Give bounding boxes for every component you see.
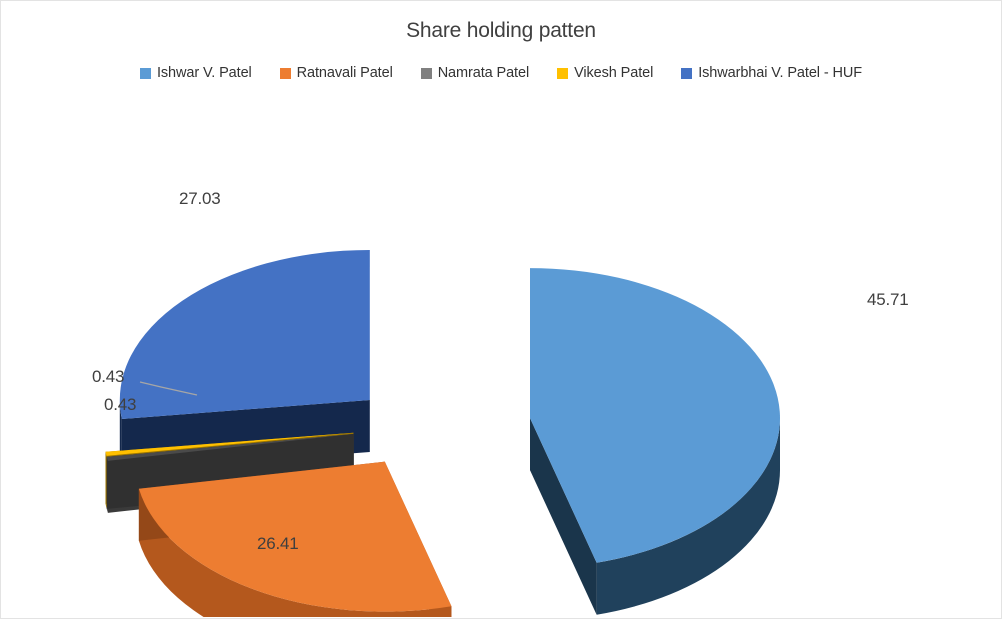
legend-item-label: Ishwarbhai V. Patel - HUF xyxy=(698,65,863,81)
legend-swatch-icon xyxy=(681,67,693,79)
chart-legend: Ishwar V. Patel Ratnavali Patel Namrata … xyxy=(1,65,1001,81)
data-label-namrata: 0.43 xyxy=(104,395,137,414)
pie-slice-vikesh-patel[interactable] xyxy=(105,432,354,456)
legend-swatch-icon xyxy=(139,67,151,79)
legend-item-label: Namrata Patel xyxy=(437,65,530,81)
pie-slice-ishwar-v-patel[interactable] xyxy=(530,268,781,563)
pie-plot-area: 27.03 0.43 0.43 26.41 45.71 xyxy=(1,97,1002,617)
data-label-huf: 27.03 xyxy=(179,189,221,208)
pie-slice-rim xyxy=(596,418,781,615)
legend-swatch-icon xyxy=(420,67,432,79)
legend-item-ratnavali-patel[interactable]: Ratnavali Patel xyxy=(279,65,393,81)
exploded-3d-pie[interactable] xyxy=(1,97,1002,617)
pie-slice-ratnavali-patel[interactable] xyxy=(138,461,452,612)
data-label-leader-line xyxy=(139,381,198,396)
data-label-ratnavali: 26.41 xyxy=(257,534,299,553)
data-label-vikesh: 0.43 xyxy=(92,367,125,386)
legend-item-ishwarbhai-v-patel-huf[interactable]: Ishwarbhai V. Patel - HUF xyxy=(681,65,862,81)
legend-item-namrata-patel[interactable]: Namrata Patel xyxy=(420,65,530,81)
legend-swatch-icon xyxy=(557,67,569,79)
legend-item-label: Vikesh Patel xyxy=(574,65,654,81)
pie-slice-namrata-patel[interactable] xyxy=(106,433,354,461)
pie-slice-rim xyxy=(138,488,452,617)
data-label-ishwar: 45.71 xyxy=(867,290,909,309)
pie-slice-ishwarbhai-v-patel-huf[interactable] xyxy=(119,249,370,420)
pie-slice-tops xyxy=(105,249,781,612)
legend-item-label: Ishwar V. Patel xyxy=(156,65,252,81)
chart-title: Share holding patten xyxy=(406,19,596,42)
legend-swatch-icon xyxy=(279,67,291,79)
pie-slice-cut-wall xyxy=(530,418,597,615)
legend-item-ishwar-v-patel[interactable]: Ishwar V. Patel xyxy=(139,65,252,81)
legend-item-label: Ratnavali Patel xyxy=(296,65,393,81)
legend-item-vikesh-patel[interactable]: Vikesh Patel xyxy=(557,65,653,81)
